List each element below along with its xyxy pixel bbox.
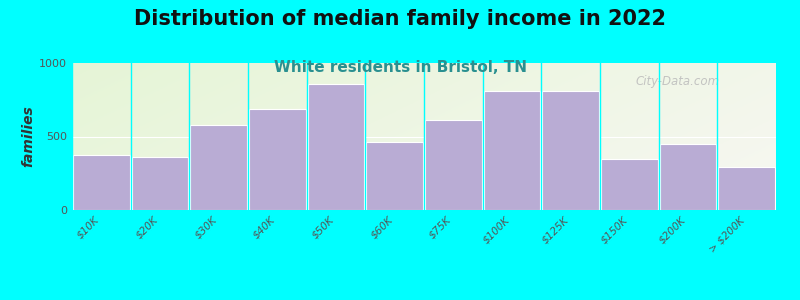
Text: Distribution of median family income in 2022: Distribution of median family income in …: [134, 9, 666, 29]
Text: White residents in Bristol, TN: White residents in Bristol, TN: [274, 60, 526, 75]
Bar: [366, 142, 423, 210]
Bar: [542, 91, 599, 210]
Bar: [73, 155, 130, 210]
Y-axis label: families: families: [21, 106, 35, 167]
Text: City-Data.com: City-Data.com: [635, 75, 719, 88]
Bar: [718, 167, 775, 210]
Bar: [483, 91, 541, 210]
Bar: [131, 157, 189, 210]
Bar: [190, 125, 247, 210]
Bar: [307, 84, 365, 210]
Bar: [425, 120, 482, 210]
Bar: [659, 144, 717, 210]
Bar: [249, 109, 306, 210]
Bar: [601, 159, 658, 210]
